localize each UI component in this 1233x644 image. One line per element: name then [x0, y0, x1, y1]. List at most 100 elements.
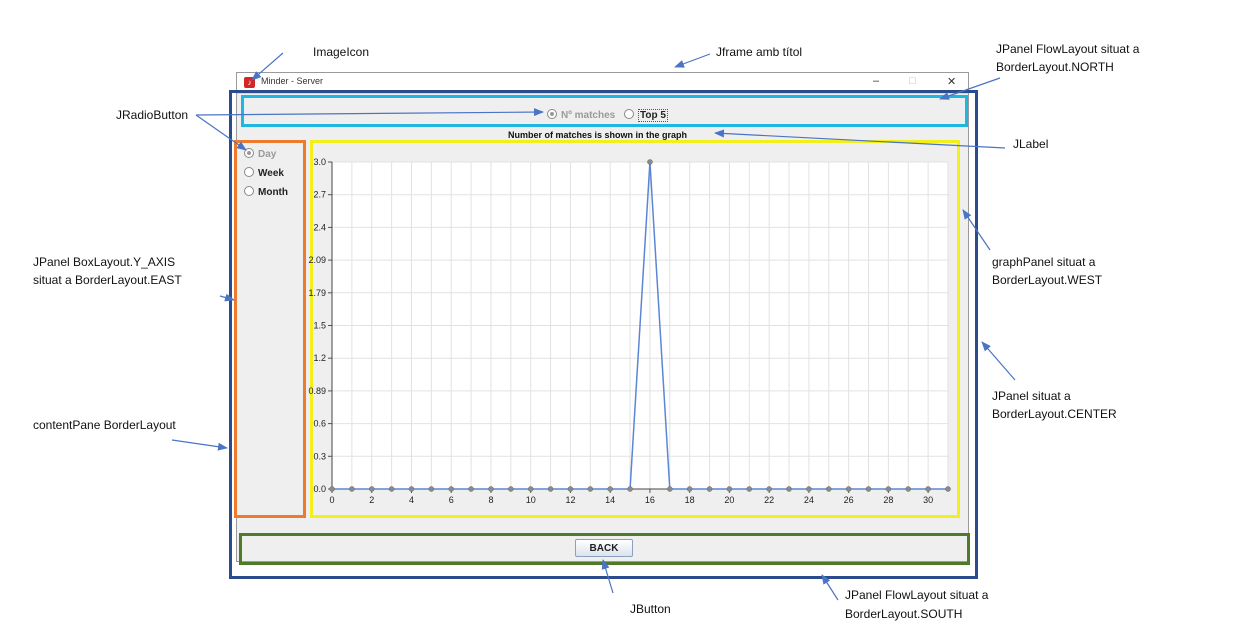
annotation-arrows [171, 52, 1016, 601]
data-point [488, 486, 494, 492]
data-point [368, 486, 375, 492]
arrow-radio-top [195, 108, 544, 117]
data-point [547, 486, 554, 492]
data-point [726, 486, 733, 492]
y-tick-label: 2.4 [313, 222, 326, 232]
data-point [826, 486, 832, 492]
annotation-jradiobutton: JRadioButton [116, 108, 189, 122]
arrow-center [981, 341, 1016, 381]
radio-month[interactable]: Month [244, 186, 288, 198]
y-tick-label: 3.0 [313, 157, 326, 167]
graph-title-label: Number of matches is shown in the graph [508, 130, 688, 140]
annotation-south-line1: JPanel FlowLayout situat a [845, 588, 989, 602]
radio-matches[interactable]: Nº matches [547, 109, 615, 121]
series-line [332, 161, 948, 490]
annotation-center-line1: JPanel situat a [992, 389, 1071, 403]
back-button[interactable]: BACK [575, 539, 633, 557]
x-tick-label: 6 [449, 495, 454, 505]
annotation-jframe: Jframe amb títol [716, 45, 803, 59]
annotation-jlabel: JLabel [1013, 137, 1049, 151]
minimize-icon[interactable]: – [873, 75, 880, 87]
annotation-north-line2: BorderLayout.NORTH [996, 60, 1114, 74]
arrow-content-pane [171, 439, 228, 451]
x-tick-label: 20 [724, 495, 734, 505]
radio-day[interactable]: Day [244, 148, 276, 160]
close-icon[interactable]: ✕ [947, 76, 957, 88]
radio-top5[interactable]: Top 5 [624, 109, 668, 122]
x-tick-label: 30 [923, 495, 933, 505]
data-point [428, 486, 435, 492]
data-point [627, 486, 633, 492]
data-point [527, 486, 534, 492]
data-point [845, 486, 852, 492]
data-point [746, 486, 753, 492]
annotation-south-line2: BorderLayout.SOUTH [845, 607, 963, 621]
data-point [349, 486, 355, 492]
arrow-south [821, 574, 839, 601]
x-tick-label: 26 [844, 495, 854, 505]
x-tick-label: 2 [369, 495, 374, 505]
y-tick-label: 0.0 [313, 484, 326, 494]
x-tick-label: 18 [685, 495, 695, 505]
x-tick-label: 22 [764, 495, 774, 505]
x-tick-label: 16 [645, 495, 655, 505]
annotation-center-line2: BorderLayout.CENTER [992, 407, 1117, 421]
arrow-north [939, 77, 1001, 100]
data-point [706, 486, 713, 492]
maximize-icon[interactable]: □ [909, 75, 916, 87]
x-tick-label: 10 [526, 495, 536, 505]
annotation-content-pane: contentPane BorderLayout [33, 418, 176, 432]
y-tick-label: 2.09 [308, 255, 326, 265]
data-point [945, 486, 951, 492]
data-point [766, 486, 772, 492]
radio-week-label: Week [258, 168, 284, 179]
data-point [667, 486, 673, 492]
radio-month-label: Month [258, 187, 288, 198]
data-point [587, 486, 594, 492]
highlight-content-pane [229, 90, 978, 579]
title-bar[interactable]: ♪ Minder - Server – □ ✕ [237, 73, 968, 94]
x-tick-label: 12 [565, 495, 575, 505]
data-point [567, 486, 574, 492]
y-tick-label: 2.7 [313, 190, 326, 200]
y-tick-label: 0.6 [313, 419, 326, 429]
data-point [806, 486, 812, 492]
arrow-jbutton [601, 559, 614, 594]
arrow-west [962, 209, 991, 251]
annotation-north-line1: JPanel FlowLayout situat a [996, 42, 1140, 56]
radio-top5-label: Top 5 [638, 109, 668, 122]
annotation-east-line1: JPanel BoxLayout.Y_AXIS [33, 255, 176, 269]
annotation-west-line1: graphPanel situat a [992, 255, 1096, 269]
annotation-imageicon: ImageIcon [313, 45, 370, 59]
data-point [508, 486, 514, 492]
data-point [865, 486, 872, 492]
arrow-jlabel [714, 129, 1006, 149]
y-tick-label: 1.2 [313, 353, 326, 363]
data-point [647, 159, 653, 165]
radio-day-indicator [244, 148, 254, 158]
data-point [408, 486, 415, 492]
y-tick-label: 1.5 [313, 321, 326, 331]
highlight-east-panel [234, 140, 306, 518]
radio-matches-indicator [547, 109, 557, 119]
radio-week[interactable]: Week [244, 167, 284, 179]
arrow-imageicon [251, 52, 284, 81]
highlight-graph-panel [310, 140, 960, 518]
radio-matches-label: Nº matches [561, 110, 616, 121]
chart-series [329, 159, 951, 492]
data-point [885, 486, 892, 492]
x-tick-label: 28 [883, 495, 893, 505]
app-icon: ♪ [244, 77, 255, 88]
data-point [925, 486, 931, 492]
x-tick-label: 24 [804, 495, 814, 505]
annotation-east-line2: situat a BorderLayout.EAST [33, 273, 182, 287]
annotation-jbutton: JButton [630, 602, 671, 616]
annotation-west-line2: BorderLayout.WEST [992, 273, 1103, 287]
data-point [686, 486, 693, 492]
radio-month-indicator [244, 186, 254, 196]
y-tick-label: 0.89 [308, 386, 326, 396]
data-point [905, 486, 912, 492]
x-tick-label: 0 [329, 495, 334, 505]
arrow-radio-side [195, 114, 247, 151]
